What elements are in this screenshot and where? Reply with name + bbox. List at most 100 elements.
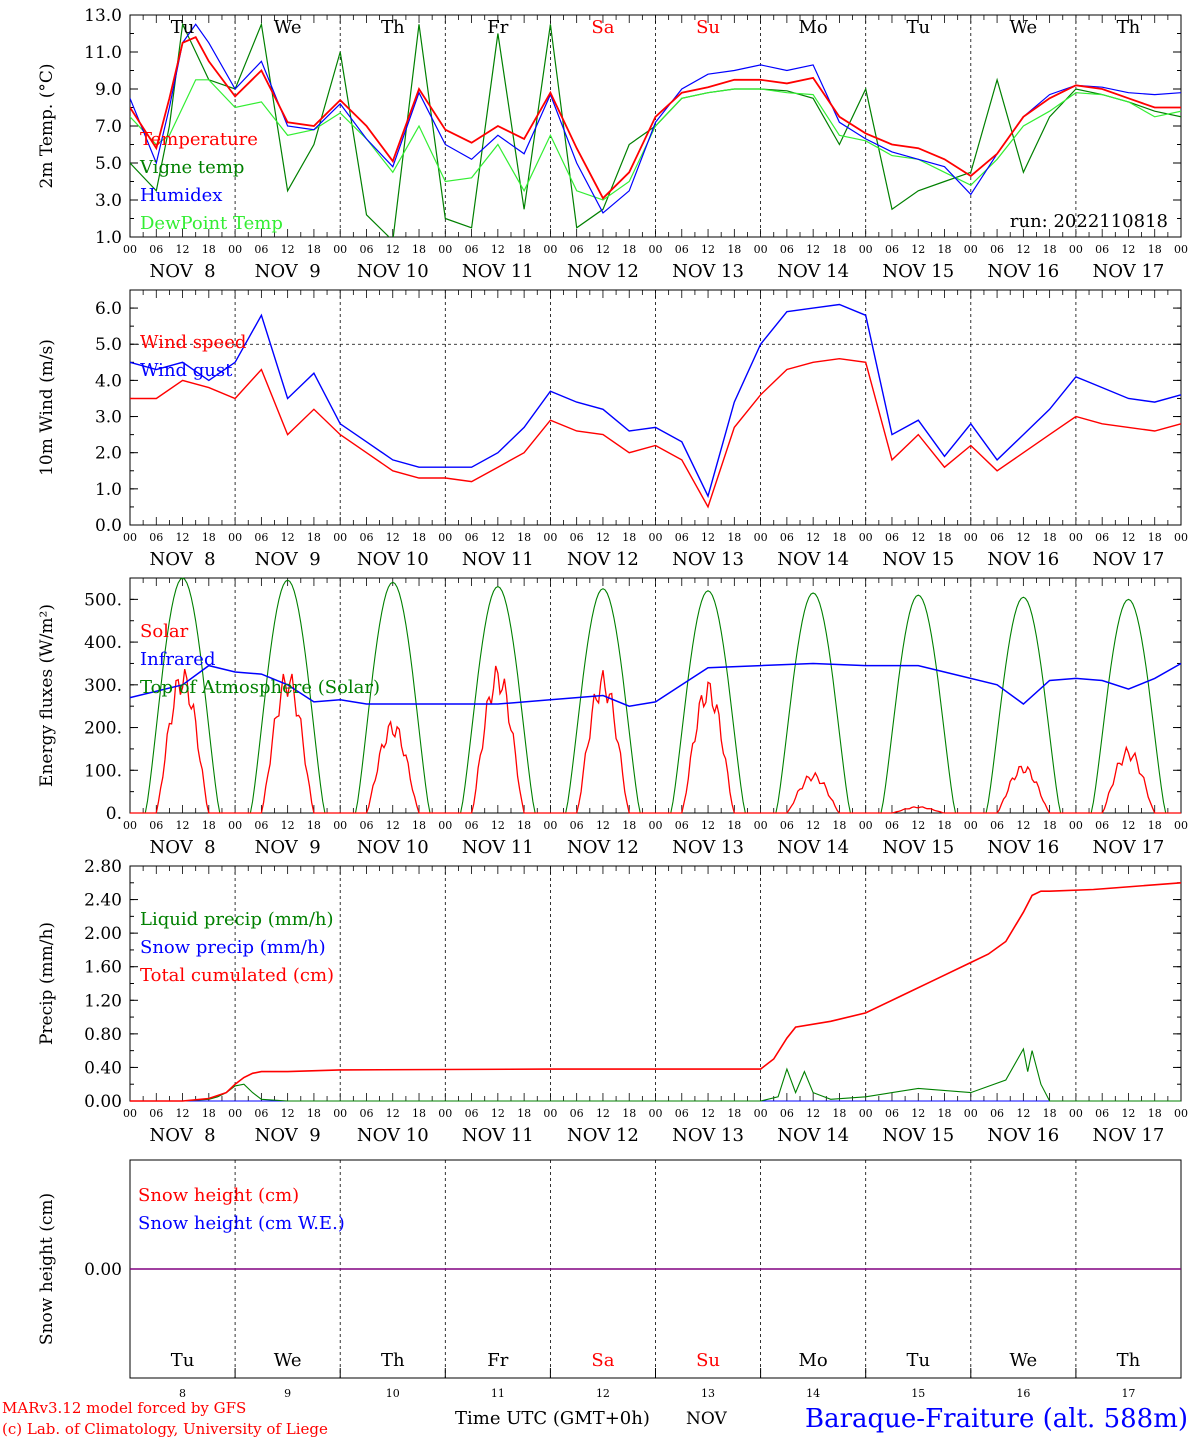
legend-wind-gust: Wind gust — [140, 360, 233, 381]
lab-credit: (c) Lab. of Climatology, University of L… — [2, 1420, 328, 1438]
hour-tick-label: 00 — [649, 243, 663, 256]
hour-tick-label: 06 — [359, 243, 373, 256]
hour-tick-label: 12 — [386, 819, 400, 832]
hour-tick-label: 12 — [1121, 531, 1135, 544]
weekday-label-bottom: Tu — [171, 1350, 195, 1371]
hour-tick-label: 00 — [1174, 243, 1188, 256]
y-tick-label: 4.0 — [95, 371, 122, 391]
weekday-label-bottom: Th — [1117, 1350, 1141, 1371]
hour-tick-label: 18 — [727, 531, 741, 544]
hour-tick-label: 06 — [465, 531, 479, 544]
y-tick-label: 0.40 — [84, 1058, 122, 1078]
y-tick-label: 3.0 — [95, 191, 122, 211]
hour-tick-label: 18 — [1148, 531, 1162, 544]
hour-tick-label: 12 — [701, 531, 715, 544]
hour-tick-label: 00 — [228, 531, 242, 544]
hour-tick-label: 00 — [1174, 819, 1188, 832]
hour-tick-label: 06 — [675, 243, 689, 256]
day-label: NOV 10 — [357, 549, 429, 570]
hour-tick-label: 12 — [911, 531, 925, 544]
day-number-label: 16 — [1016, 1387, 1030, 1400]
hour-tick-label: 06 — [359, 531, 373, 544]
hour-tick-label: 06 — [570, 531, 584, 544]
hour-tick-label: 06 — [149, 1107, 163, 1120]
hour-tick-label: 12 — [281, 531, 295, 544]
hour-tick-label: 06 — [254, 819, 268, 832]
hour-tick-label: 06 — [885, 1107, 899, 1120]
panel-4-y-axis: 0.00 0.40 0.80 1.20 1.60 2.00 2.40 2.80 Precip (… — [37, 857, 1181, 1112]
hour-tick-label: 12 — [596, 243, 610, 256]
hour-tick-label: 18 — [412, 819, 426, 832]
weekday-label: Th — [381, 17, 405, 38]
day-label: NOV 11 — [462, 549, 534, 570]
hour-tick-label: 12 — [491, 243, 505, 256]
y-tick-label: 2.40 — [84, 891, 122, 911]
hour-tick-label: 18 — [938, 819, 952, 832]
hour-tick-label: 00 — [438, 1107, 452, 1120]
y-tick-label: 0.00 — [84, 1092, 122, 1112]
hour-tick-label: 12 — [176, 1107, 190, 1120]
y-tick-label: 6.0 — [95, 299, 122, 319]
hour-tick-label: 18 — [412, 243, 426, 256]
y-tick-label: 7.0 — [95, 117, 122, 137]
hour-tick-label: 00 — [123, 1107, 137, 1120]
hour-tick-label: 00 — [754, 819, 768, 832]
hour-tick-label: 00 — [1069, 819, 1083, 832]
legend-liquid-precip-mm-h: Liquid precip (mm/h) — [140, 909, 334, 930]
y-tick-label: 11.0 — [84, 43, 122, 63]
weekday-label-bottom: Tu — [906, 1350, 930, 1371]
day-label: NOV 14 — [777, 549, 849, 570]
hour-tick-label: 06 — [990, 531, 1004, 544]
hour-tick-label: 00 — [649, 1107, 663, 1120]
hour-tick-label: 06 — [675, 819, 689, 832]
hour-tick-label: 18 — [832, 243, 846, 256]
legend-snow-height-cm-w-e: Snow height (cm W.E.) — [138, 1213, 345, 1234]
hour-tick-label: 06 — [885, 819, 899, 832]
hour-tick-label: 06 — [570, 1107, 584, 1120]
y-axis-label: Precip (mm/h) — [37, 922, 57, 1045]
hour-tick-label: 06 — [885, 243, 899, 256]
day-number-label: 9 — [284, 1387, 291, 1400]
panel-5-y-axis: 0.00 Snow height (cm) — [37, 1193, 138, 1345]
hour-tick-label: 12 — [281, 1107, 295, 1120]
series-line-wind-speed — [130, 357, 1182, 509]
station-title: Baraque-Fraiture (alt. 588m) — [805, 1404, 1188, 1434]
hour-tick-label: 00 — [438, 243, 452, 256]
legend-dewpoint-temp: DewPoint Temp — [140, 213, 283, 234]
panel-4-frame: 00 06 12 18 00 06 12 18 00 06 12 18 00 06 12 18 00 06 12 18… — [123, 865, 1188, 1146]
hour-tick-label: 06 — [1095, 1107, 1109, 1120]
hour-tick-label: 00 — [964, 819, 978, 832]
hour-tick-label: 12 — [701, 1107, 715, 1120]
hour-tick-label: 00 — [333, 531, 347, 544]
hour-tick-label: 12 — [491, 1107, 505, 1120]
y-tick-label: 0. — [106, 804, 122, 824]
hour-tick-label: 12 — [1121, 243, 1135, 256]
hour-tick-label: 06 — [465, 243, 479, 256]
hour-tick-label: 12 — [1016, 243, 1030, 256]
y-tick-label: 5.0 — [95, 154, 122, 174]
hour-tick-label: 00 — [123, 243, 137, 256]
temperature-series — [130, 22, 1181, 237]
hour-tick-label: 12 — [911, 243, 925, 256]
hour-tick-label: 00 — [1069, 1107, 1083, 1120]
hour-tick-label: 12 — [1016, 819, 1030, 832]
hour-tick-label: 18 — [832, 1107, 846, 1120]
day-number-label: 8 — [179, 1387, 186, 1400]
day-label: NOV 11 — [462, 1125, 534, 1146]
hour-tick-label: 18 — [202, 819, 216, 832]
hour-tick-label: 00 — [754, 243, 768, 256]
day-label: NOV 13 — [672, 837, 744, 858]
y-tick-label: 300. — [84, 676, 122, 696]
hour-tick-label: 18 — [1043, 1107, 1057, 1120]
hour-tick-label: 18 — [1148, 243, 1162, 256]
weekday-label: We — [1010, 17, 1038, 38]
series-line-liquid-precip-mm-h- — [130, 1047, 1181, 1102]
hour-tick-label: 00 — [754, 531, 768, 544]
hour-tick-label: 18 — [622, 819, 636, 832]
hour-tick-label: 06 — [465, 819, 479, 832]
hour-tick-label: 00 — [543, 819, 557, 832]
panel-3-frame: 00 06 12 18 00 06 12 18 00 06 12 18 00 06 12 18 00 06 12 18… — [123, 577, 1188, 858]
hour-tick-label: 12 — [281, 819, 295, 832]
hour-tick-label: 06 — [1095, 819, 1109, 832]
hour-tick-label: 06 — [149, 531, 163, 544]
